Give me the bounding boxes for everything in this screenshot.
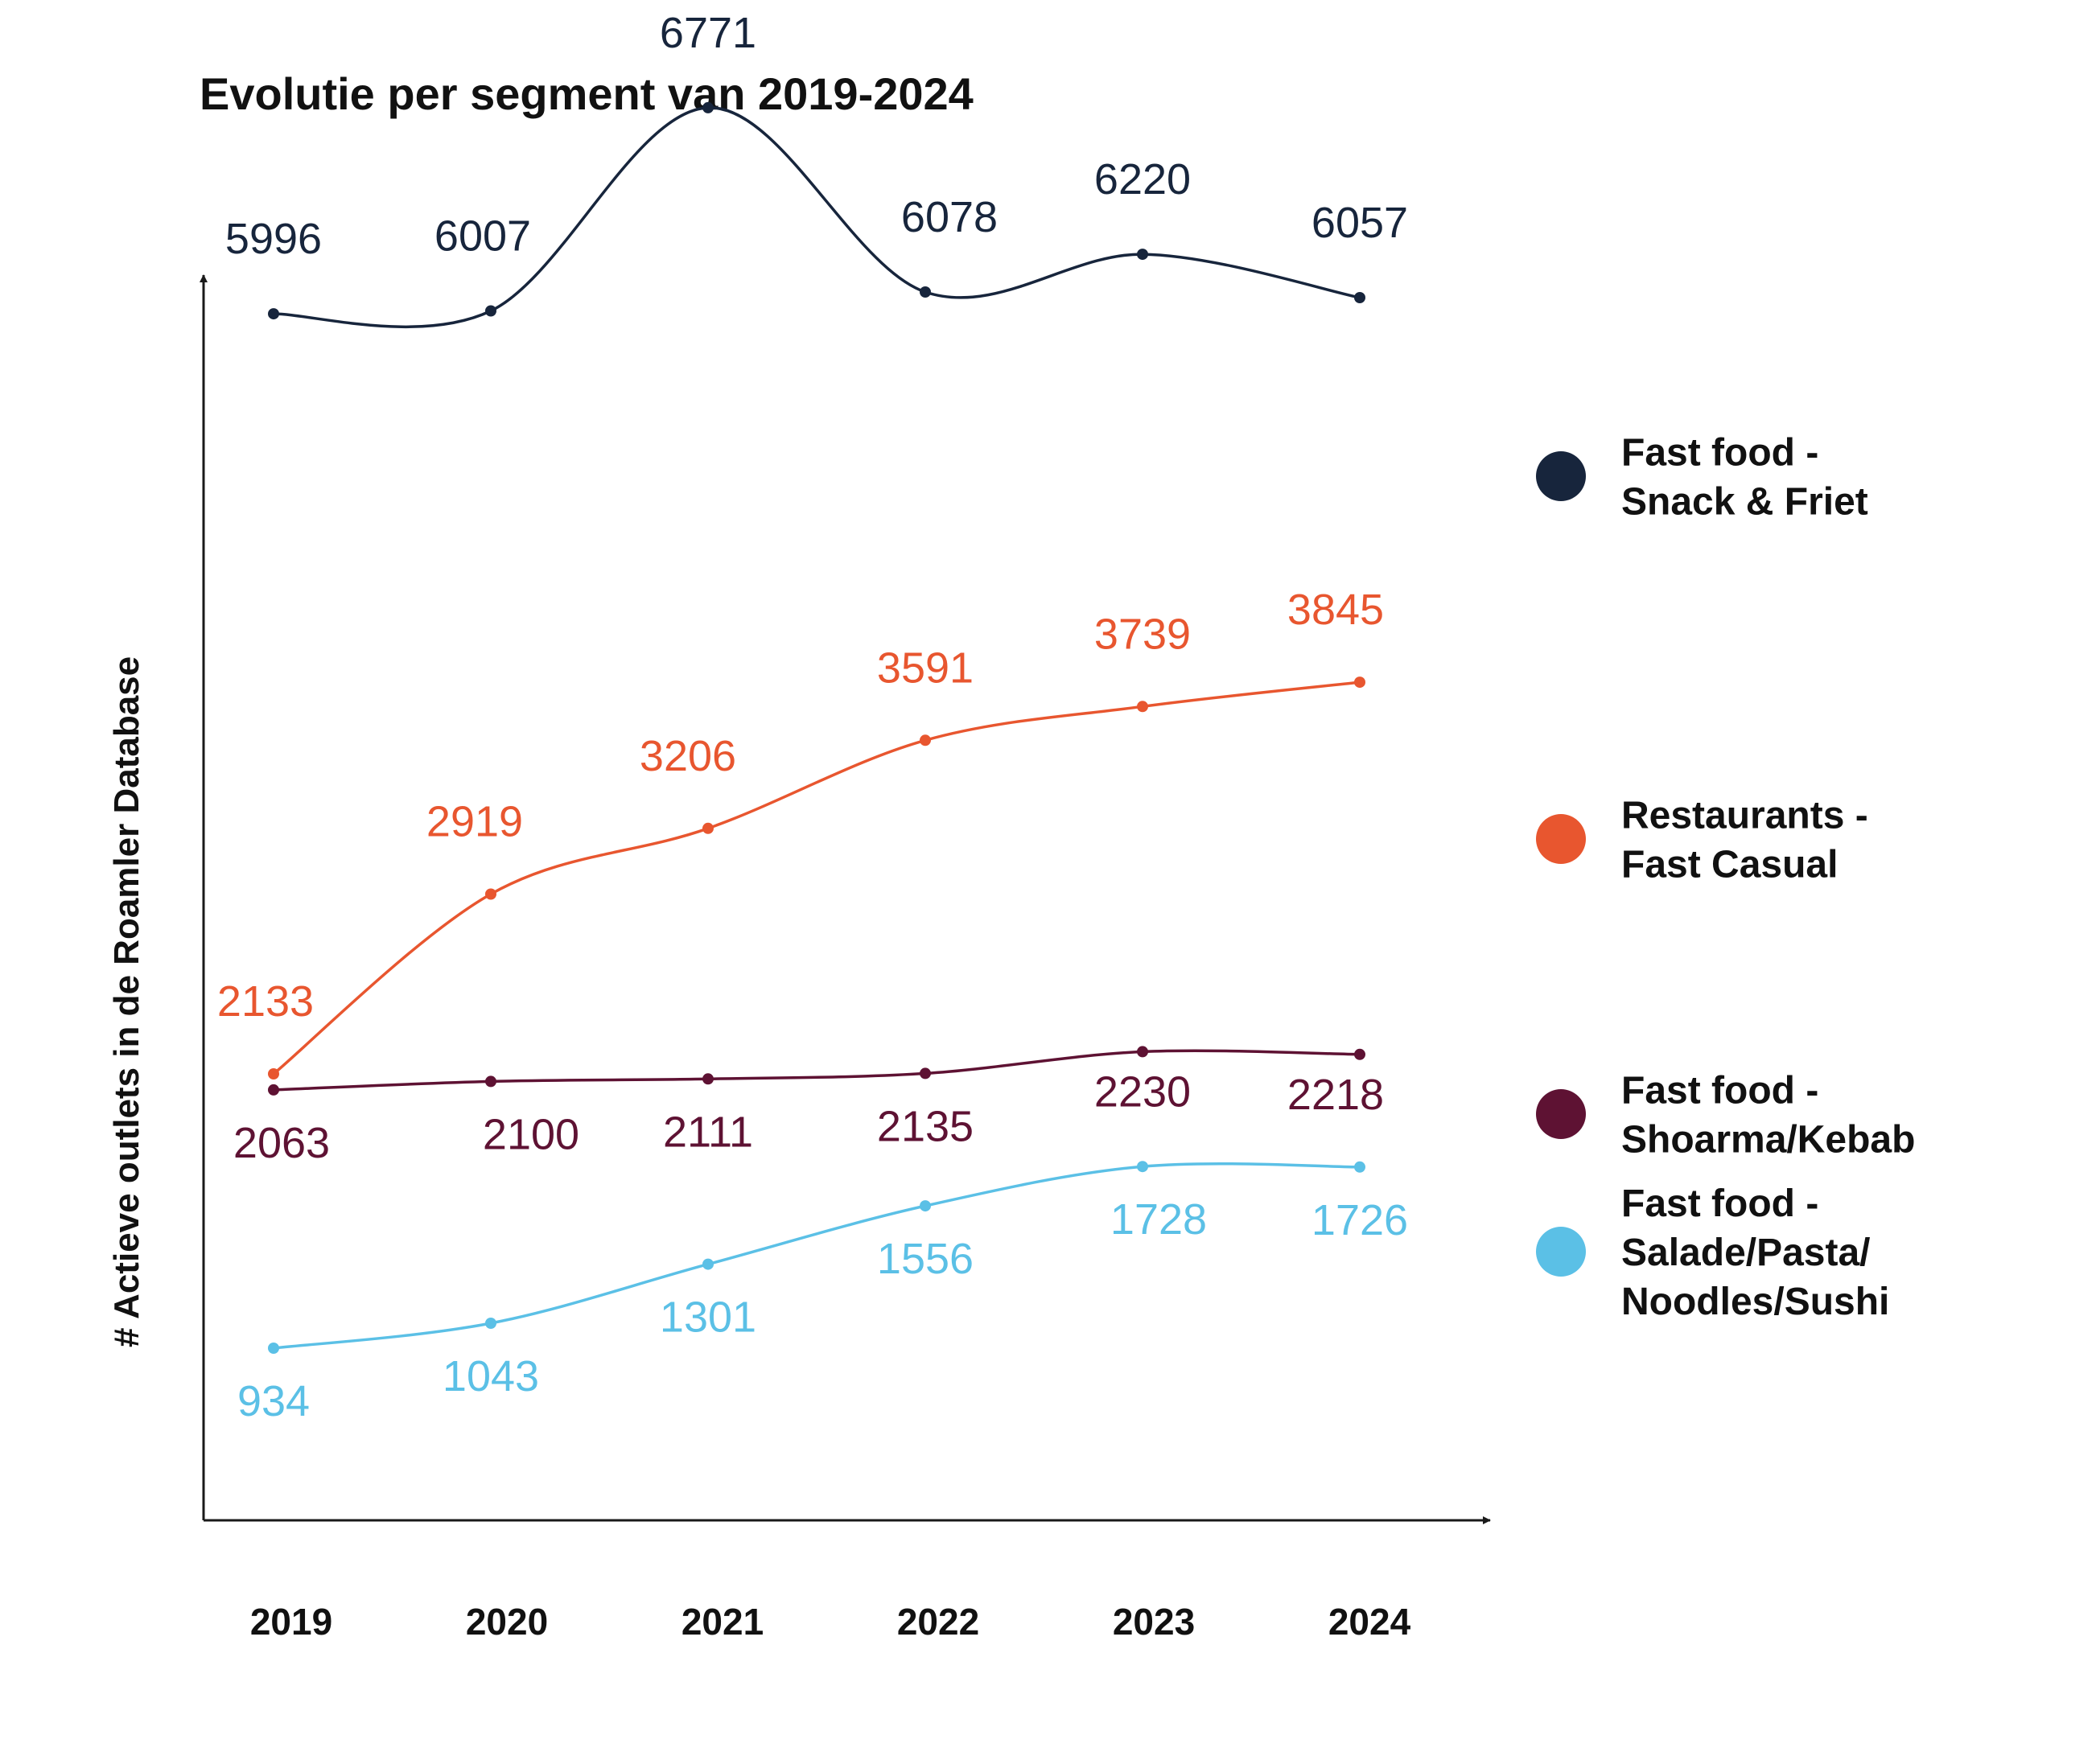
data-point — [1137, 1046, 1148, 1058]
data-labels-layer: 5996 6007 6771 6078 6220 6057 2133 2919 3206 3591… — [217, 9, 1408, 1425]
data-point — [702, 822, 714, 834]
data-point — [268, 1068, 279, 1080]
data-label: 3206 — [640, 732, 736, 780]
data-label: 6078 — [901, 193, 998, 241]
data-label: 2230 — [1094, 1067, 1191, 1116]
data-point — [485, 888, 496, 900]
legend-label: Salade/Pasta/ — [1621, 1232, 1871, 1274]
data-point — [485, 305, 496, 317]
legend-label: Noodles/Sushi — [1621, 1281, 1889, 1323]
legend-swatch — [1536, 451, 1586, 501]
data-label: 3845 — [1287, 586, 1384, 634]
data-point — [1354, 1161, 1365, 1173]
x-tick-label: 2020 — [466, 1601, 548, 1643]
data-point — [485, 1318, 496, 1329]
data-label: 6220 — [1094, 155, 1191, 204]
data-point — [268, 1343, 279, 1354]
data-point — [702, 101, 714, 113]
data-label: 6057 — [1311, 199, 1408, 247]
legend-label: Fast food - — [1621, 1070, 1818, 1112]
data-label: 6771 — [660, 9, 756, 57]
data-point — [485, 1075, 496, 1088]
legend-item-0: Fast food - Snack & Friet — [1536, 432, 1868, 524]
legend-label: Fast food - — [1621, 1182, 1818, 1225]
data-point — [920, 1067, 931, 1080]
data-point — [1354, 1048, 1365, 1060]
x-tick-label: 2024 — [1328, 1601, 1411, 1643]
data-label: 1556 — [877, 1235, 974, 1283]
data-point — [1137, 249, 1148, 261]
data-label: 6007 — [434, 212, 531, 261]
data-label: 1726 — [1311, 1196, 1408, 1244]
legend-item-3: Fast food - Salade/Pasta/Noodles/Sushi — [1536, 1182, 1889, 1323]
data-point — [920, 734, 931, 746]
data-label: 3739 — [1094, 610, 1191, 658]
data-point — [1137, 701, 1148, 713]
legend-swatch — [1536, 1227, 1586, 1277]
x-tick-label: 2022 — [897, 1601, 979, 1643]
x-tick-labels: 2019 2020 2021 2022 2023 2024 — [250, 1601, 1411, 1643]
data-label: 2133 — [217, 977, 314, 1026]
series-line-1 — [272, 681, 1361, 1075]
data-label: 2111 — [663, 1108, 753, 1156]
data-point — [702, 1073, 714, 1085]
data-point — [268, 1084, 279, 1096]
data-label: 2919 — [426, 798, 523, 846]
data-label: 2100 — [483, 1110, 579, 1158]
chart-title: Evolutie per segment van 2019-2024 — [200, 68, 974, 119]
data-point — [268, 308, 279, 320]
data-label: 5996 — [225, 215, 322, 263]
series-line-0 — [273, 106, 1361, 329]
data-label: 1728 — [1110, 1195, 1207, 1244]
legend-label: Shoarma/Kebab — [1621, 1119, 1915, 1162]
legend-item-2: Fast food - Shoarma/Kebab — [1536, 1070, 1915, 1162]
series-line-2 — [273, 1049, 1361, 1092]
data-label: 2063 — [233, 1119, 330, 1167]
y-axis-label: # Actieve outlets in de Roamler Database — [107, 656, 146, 1347]
legend-swatch — [1536, 814, 1586, 864]
data-label: 2218 — [1287, 1071, 1384, 1119]
data-label: 3591 — [877, 644, 974, 692]
data-point — [1354, 292, 1365, 303]
legend-label: Restaurants - — [1621, 795, 1868, 837]
legend-swatch — [1536, 1089, 1586, 1139]
data-point — [1137, 1161, 1148, 1173]
x-tick-label: 2019 — [250, 1601, 332, 1643]
data-label: 934 — [237, 1377, 310, 1425]
legend-label: Snack & Friet — [1621, 481, 1868, 524]
legend-label: Fast food - — [1621, 432, 1818, 475]
legend-item-1: Restaurants - Fast Casual — [1536, 795, 1868, 886]
x-tick-label: 2023 — [1113, 1601, 1195, 1643]
x-tick-label: 2021 — [681, 1601, 764, 1643]
data-label: 1043 — [443, 1352, 539, 1400]
data-point — [920, 286, 931, 298]
legend-label: Fast Casual — [1621, 844, 1838, 886]
legend: Fast food - Snack & Friet Restaurants - Fas… — [1536, 432, 1915, 1323]
data-point — [702, 1258, 714, 1270]
data-point — [1354, 676, 1365, 689]
data-label: 1301 — [660, 1293, 756, 1342]
series-layer — [268, 101, 1365, 1354]
data-label: 2135 — [877, 1102, 974, 1150]
data-point — [920, 1200, 931, 1212]
series-line-3 — [273, 1162, 1361, 1350]
